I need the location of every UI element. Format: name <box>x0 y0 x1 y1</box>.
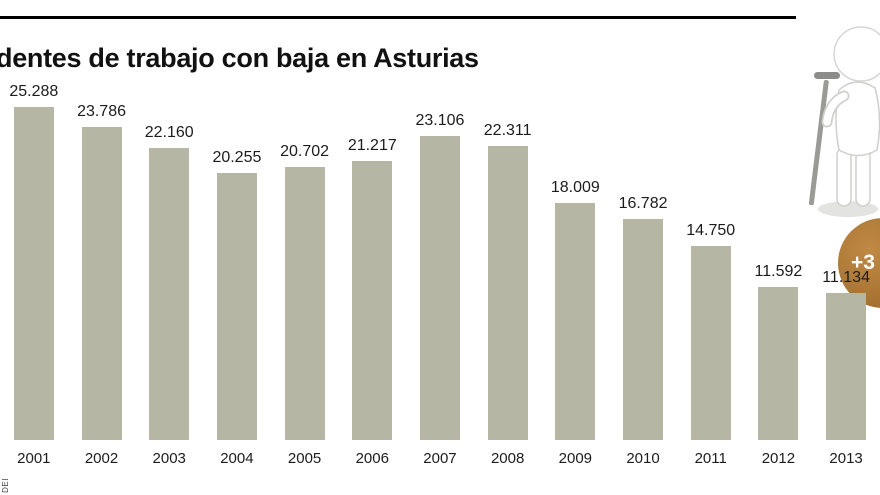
x-axis-label: 2002 <box>84 450 119 467</box>
bar-value-label: 14.750 <box>686 222 736 239</box>
bar-value-label: 11.592 <box>754 263 803 280</box>
x-axis-label: 2006 <box>355 450 389 467</box>
bar-value-label: 23.786 <box>77 103 126 120</box>
bar-chart: 25.288 23.786 22.160 20.255 20.702 21.21… <box>0 83 880 440</box>
page-title: dentes de trabajo con baja en Asturias <box>0 43 479 74</box>
bar-value-label: 22.311 <box>483 122 532 139</box>
bar-column: 20.702 <box>271 143 339 440</box>
bar-column: 16.782 <box>609 195 677 440</box>
bar-value-label: 20.702 <box>280 143 330 160</box>
x-axis-label: 2001 <box>17 450 51 467</box>
bar-value-label: 16.782 <box>618 195 668 212</box>
bar-column: 11.134 <box>812 269 880 440</box>
bar <box>555 203 596 440</box>
bar-value-label: 18.009 <box>550 179 600 196</box>
x-axis-label: 2003 <box>152 450 186 467</box>
bar-column: 22.160 <box>135 124 203 440</box>
bar-value-label: 20.255 <box>212 149 262 166</box>
bar-column: 23.106 <box>406 112 474 440</box>
injured-figure-svg <box>808 26 880 217</box>
x-axis-label: 2010 <box>626 450 660 467</box>
bar-column: 18.009 <box>542 179 610 440</box>
bar-value-label: 11.134 <box>822 269 870 286</box>
bar-column: 21.217 <box>338 137 406 440</box>
bar <box>758 287 799 440</box>
bar-column: 22.311 <box>474 122 542 440</box>
bar <box>826 293 867 440</box>
bar-column: 20.255 <box>203 149 271 440</box>
bar <box>284 167 325 440</box>
source-credit: DEI <box>1 478 10 493</box>
x-axis-label: 2012 <box>761 450 796 467</box>
injured-figure-with-crutch-icon <box>808 8 880 220</box>
bar <box>487 146 528 440</box>
bar <box>690 246 731 440</box>
x-axis-label: 2008 <box>490 450 525 467</box>
x-axis-label: 2011 <box>694 450 727 467</box>
bar-value-label: 23.106 <box>415 112 465 129</box>
x-axis-label: 2007 <box>423 450 457 467</box>
bar <box>623 219 664 440</box>
bar-value-label: 25.288 <box>9 83 59 100</box>
x-axis-label: 2013 <box>829 450 863 467</box>
x-axis-label: 2004 <box>220 450 254 467</box>
x-axis-label: 2005 <box>287 450 322 467</box>
bar-column: 14.750 <box>677 222 745 440</box>
bar-column: 11.592 <box>745 263 813 440</box>
bar-value-label: 22.160 <box>144 124 194 141</box>
bar-column: 25.288 <box>0 83 68 440</box>
title-top-rule <box>0 16 796 19</box>
bar-column: 23.786 <box>68 103 136 440</box>
bar <box>419 136 460 440</box>
bar <box>352 161 393 440</box>
x-axis: 2001 2002 2003 2004 2005 2006 2007 2008 2009 2010… <box>0 450 880 467</box>
bar <box>13 107 54 440</box>
bar <box>216 173 257 440</box>
bar <box>149 148 190 440</box>
bar <box>81 127 122 440</box>
percentage-badge-label: +3 <box>851 251 875 274</box>
x-axis-label: 2009 <box>558 450 593 467</box>
bar-value-label: 21.217 <box>347 137 397 154</box>
